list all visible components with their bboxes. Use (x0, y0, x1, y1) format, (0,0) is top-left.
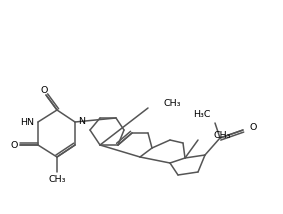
Text: CH₃: CH₃ (48, 175, 66, 184)
Text: CH₃: CH₃ (214, 131, 231, 141)
Text: N: N (78, 116, 85, 125)
Text: O: O (40, 86, 48, 95)
Text: HN: HN (20, 117, 34, 126)
Text: CH₃: CH₃ (164, 98, 181, 107)
Text: O: O (250, 122, 257, 131)
Text: H₃C: H₃C (194, 110, 211, 119)
Text: O: O (10, 141, 18, 150)
